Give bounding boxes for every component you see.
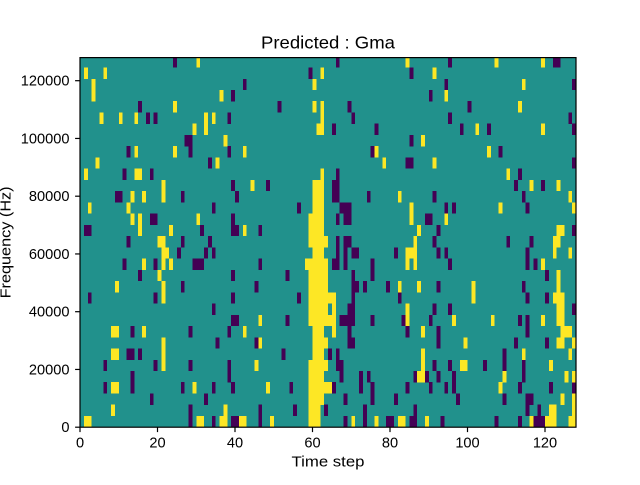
svg-text:0: 0: [76, 435, 84, 451]
svg-text:Time step: Time step: [292, 455, 365, 471]
svg-text:120: 120: [533, 435, 557, 451]
svg-text:Predicted : Gma: Predicted : Gma: [261, 33, 395, 53]
svg-text:120000: 120000: [21, 74, 70, 90]
svg-text:80000: 80000: [29, 189, 70, 205]
svg-text:0: 0: [61, 420, 69, 436]
svg-text:100: 100: [455, 435, 479, 451]
svg-text:20: 20: [149, 435, 165, 451]
svg-text:100000: 100000: [21, 131, 70, 147]
svg-text:60000: 60000: [29, 247, 70, 263]
svg-text:20000: 20000: [29, 362, 70, 378]
svg-text:40: 40: [227, 435, 243, 451]
svg-text:Frequency (Hz): Frequency (Hz): [0, 186, 15, 298]
svg-text:80: 80: [382, 435, 398, 451]
svg-text:60: 60: [304, 435, 320, 451]
svg-text:40000: 40000: [29, 305, 70, 321]
